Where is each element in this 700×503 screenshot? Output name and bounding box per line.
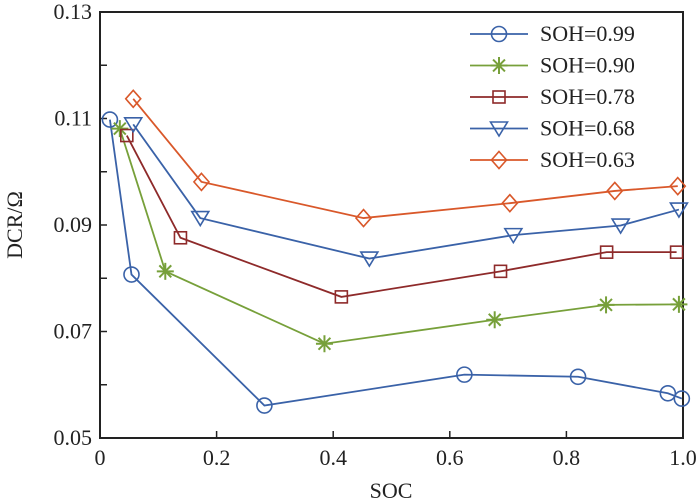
legend-label: SOH=0.63 xyxy=(540,147,635,172)
data-point xyxy=(190,210,211,228)
legend: SOH=0.99 SOH=0.90 SOH=0.78 SOH=0.68 SOH=0.63 xyxy=(470,21,635,172)
data-point xyxy=(123,117,144,134)
legend-item: SOH=0.63 xyxy=(470,147,635,172)
legend-marker xyxy=(492,90,506,104)
legend-item: SOH=0.99 xyxy=(470,21,635,46)
data-point xyxy=(456,366,473,383)
data-point xyxy=(599,245,614,259)
data-point xyxy=(334,290,349,304)
x-tick-label: 0.4 xyxy=(319,445,347,470)
series-line xyxy=(126,135,677,298)
data-point xyxy=(501,193,519,213)
data-point xyxy=(670,295,688,313)
series-line xyxy=(118,128,679,345)
y-tick-label: 0.09 xyxy=(54,212,93,237)
data-point xyxy=(192,172,211,192)
series-line xyxy=(132,123,680,260)
legend-label: SOH=0.99 xyxy=(540,21,635,46)
data-point xyxy=(124,89,142,109)
data-point xyxy=(669,176,687,196)
data-point xyxy=(123,266,140,283)
x-tick-label: 0.2 xyxy=(203,445,231,470)
legend-marker xyxy=(490,150,508,170)
legend-label: SOH=0.90 xyxy=(540,53,635,78)
data-point xyxy=(668,202,689,219)
data-point xyxy=(569,368,587,386)
legend-item: SOH=0.78 xyxy=(470,84,635,109)
y-tick-label: 0.13 xyxy=(54,0,93,24)
y-axis-title: DCR/Ω xyxy=(2,191,27,259)
x-axis-title: SOC xyxy=(370,478,413,503)
y-tick-label: 0.05 xyxy=(54,425,93,450)
star-stroke xyxy=(488,313,502,327)
data-point xyxy=(493,264,508,279)
data-point xyxy=(120,128,134,143)
data-point xyxy=(659,384,677,402)
series-soh-0-99 xyxy=(101,111,691,414)
star-stroke xyxy=(599,298,613,312)
legend-marker xyxy=(489,121,509,138)
data-point xyxy=(606,181,624,201)
data-point xyxy=(597,296,615,314)
data-point xyxy=(486,311,504,329)
x-tick-label: 1.0 xyxy=(669,445,697,470)
data-point xyxy=(315,335,333,353)
x-tick-label: 0.6 xyxy=(436,445,464,470)
data-point xyxy=(669,245,684,259)
series-soh-0-78 xyxy=(120,128,684,304)
series-soh-0-63 xyxy=(124,89,687,228)
data-point xyxy=(111,120,129,138)
axes: 0 0.2 0.4 0.6 0.8 1.0 0.05 0.07 0.09 0.11 0.13 xyxy=(54,0,697,470)
data-point xyxy=(610,218,631,235)
y-tick-label: 0.11 xyxy=(54,106,92,131)
legend-marker xyxy=(490,57,508,74)
data-point xyxy=(101,111,119,128)
data-point xyxy=(359,251,380,268)
data-point xyxy=(503,227,524,245)
series-group xyxy=(101,89,691,414)
series-line xyxy=(109,119,683,407)
data-point xyxy=(156,262,174,280)
legend-label: SOH=0.68 xyxy=(540,116,635,141)
legend-marker xyxy=(490,25,508,43)
star-stroke xyxy=(113,121,127,136)
data-point xyxy=(256,397,273,414)
legend-label: SOH=0.78 xyxy=(540,84,635,109)
series-soh-0-68 xyxy=(123,117,689,268)
star-stroke xyxy=(672,297,686,311)
star-stroke xyxy=(158,264,172,278)
series-line xyxy=(132,98,678,219)
y-tick-label: 0.07 xyxy=(54,319,93,344)
x-tick-label: 0.8 xyxy=(553,445,581,470)
star-stroke xyxy=(492,58,506,73)
star-stroke xyxy=(317,337,332,351)
x-tick-label: 0 xyxy=(95,445,106,470)
legend-item: SOH=0.90 xyxy=(470,53,635,78)
data-point xyxy=(354,208,373,228)
legend-item: SOH=0.68 xyxy=(470,116,635,141)
data-point xyxy=(173,230,188,245)
series-soh-0-90 xyxy=(111,120,688,353)
data-point xyxy=(673,390,691,407)
